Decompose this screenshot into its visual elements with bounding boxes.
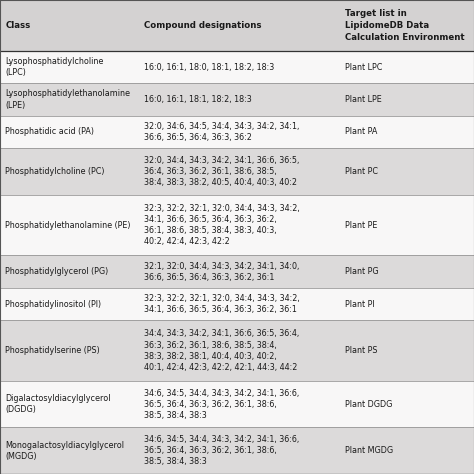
Text: Plant LPC: Plant LPC: [345, 63, 383, 72]
Text: Phosphatidylcholine (PC): Phosphatidylcholine (PC): [5, 167, 105, 176]
Text: Lysophosphatidylethanolamine
(LPE): Lysophosphatidylethanolamine (LPE): [5, 90, 130, 109]
Text: Plant PS: Plant PS: [345, 346, 378, 355]
Bar: [0, 116, 474, 148]
Text: Plant PG: Plant PG: [345, 267, 379, 276]
Text: 16:0, 16:1, 18:1, 18:2, 18:3: 16:0, 16:1, 18:1, 18:2, 18:3: [144, 95, 251, 104]
Bar: [0, 83, 474, 116]
Text: Target list in
LipidomeDB Data
Calculation Environment: Target list in LipidomeDB Data Calculati…: [345, 9, 465, 42]
Bar: [0, 195, 474, 255]
Text: 32:1, 32:0, 34:4, 34:3, 34:2, 34:1, 34:0,
36:6, 36:5, 36:4, 36:3, 36:2, 36:1: 32:1, 32:0, 34:4, 34:3, 34:2, 34:1, 34:0…: [144, 262, 299, 282]
Text: Digalactosyldiacylglycerol
(DGDG): Digalactosyldiacylglycerol (DGDG): [5, 394, 111, 414]
Text: 32:0, 34:4, 34:3, 34:2, 34:1, 36:6, 36:5,
36:4, 36:3, 36:2, 36:1, 38:6, 38:5,
38: 32:0, 34:4, 34:3, 34:2, 34:1, 36:6, 36:5…: [144, 156, 299, 187]
Text: 32:0, 34:6, 34:5, 34:4, 34:3, 34:2, 34:1,
36:6, 36:5, 36:4, 36:3, 36:2: 32:0, 34:6, 34:5, 34:4, 34:3, 34:2, 34:1…: [144, 122, 299, 142]
Text: Phosphatidylglycerol (PG): Phosphatidylglycerol (PG): [5, 267, 109, 276]
Text: Plant PC: Plant PC: [345, 167, 378, 176]
Bar: [0, 255, 474, 288]
Bar: [0, 0, 474, 51]
Bar: [0, 320, 474, 381]
Text: Phosphatidylethanolamine (PE): Phosphatidylethanolamine (PE): [5, 220, 131, 229]
Text: 34:6, 34:5, 34:4, 34:3, 34:2, 34:1, 36:6,
36:5, 36:4, 36:3, 36:2, 36:1, 38:6,
38: 34:6, 34:5, 34:4, 34:3, 34:2, 34:1, 36:6…: [144, 435, 299, 466]
Text: 32:3, 32:2, 32:1, 32:0, 34:4, 34:3, 34:2,
34:1, 36:6, 36:5, 36:4, 36:3, 36:2,
36: 32:3, 32:2, 32:1, 32:0, 34:4, 34:3, 34:2…: [144, 204, 300, 246]
Bar: [0, 288, 474, 320]
Text: Lysophosphatidylcholine
(LPC): Lysophosphatidylcholine (LPC): [5, 57, 104, 77]
Text: Class: Class: [5, 21, 30, 30]
Text: 34:6, 34:5, 34:4, 34:3, 34:2, 34:1, 36:6,
36:5, 36:4, 36:3, 36:2, 36:1, 38:6,
38: 34:6, 34:5, 34:4, 34:3, 34:2, 34:1, 36:6…: [144, 389, 299, 420]
Bar: [0, 428, 474, 474]
Text: Plant LPE: Plant LPE: [345, 95, 382, 104]
Text: 16:0, 16:1, 18:0, 18:1, 18:2, 18:3: 16:0, 16:1, 18:0, 18:1, 18:2, 18:3: [144, 63, 274, 72]
Bar: [0, 381, 474, 428]
Bar: [0, 148, 474, 195]
Text: Phosphatidylserine (PS): Phosphatidylserine (PS): [5, 346, 100, 355]
Text: Plant MGDG: Plant MGDG: [345, 446, 393, 455]
Text: Plant DGDG: Plant DGDG: [345, 400, 392, 409]
Text: Phosphatidic acid (PA): Phosphatidic acid (PA): [5, 128, 94, 137]
Text: 34:4, 34:3, 34:2, 34:1, 36:6, 36:5, 36:4,
36:3, 36:2, 36:1, 38:6, 38:5, 38:4,
38: 34:4, 34:3, 34:2, 34:1, 36:6, 36:5, 36:4…: [144, 329, 299, 372]
Text: Monogalactosyldiacylglycerol
(MGDG): Monogalactosyldiacylglycerol (MGDG): [5, 441, 124, 461]
Bar: [0, 51, 474, 83]
Text: Plant PE: Plant PE: [345, 220, 377, 229]
Text: Compound designations: Compound designations: [144, 21, 261, 30]
Text: Phosphatidylinositol (PI): Phosphatidylinositol (PI): [5, 300, 101, 309]
Text: 32:3, 32:2, 32:1, 32:0, 34:4, 34:3, 34:2,
34:1, 36:6, 36:5, 36:4, 36:3, 36:2, 36: 32:3, 32:2, 32:1, 32:0, 34:4, 34:3, 34:2…: [144, 294, 300, 314]
Text: Plant PA: Plant PA: [345, 128, 377, 137]
Text: Plant PI: Plant PI: [345, 300, 374, 309]
